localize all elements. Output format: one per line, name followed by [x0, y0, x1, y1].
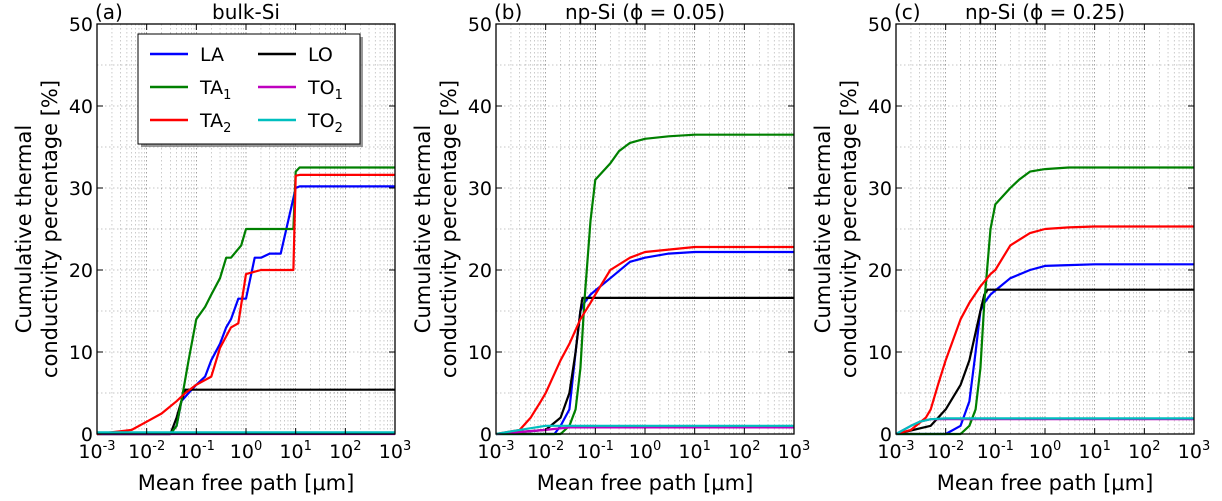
x-tick-label: 101	[678, 439, 710, 463]
legend: LA LO TA1 TO1 TA2 TO2	[137, 33, 363, 147]
y-tick-label: 30	[69, 178, 93, 200]
x-axis-label: Mean free path [μm]	[537, 471, 754, 495]
series-line-to1	[495, 426, 794, 436]
y-tick-label: 20	[868, 260, 892, 282]
series-group	[495, 133, 794, 436]
x-axis-label: Mean free path [μm]	[138, 471, 355, 495]
x-tick-label: 103	[778, 439, 810, 463]
chart-title: np-Si (ϕ = 0.25)	[965, 0, 1125, 24]
legend-label: TA2	[199, 110, 231, 136]
y-axis-label: Cumulative thermalconductivity percentag…	[811, 80, 861, 378]
panel-label: (b)	[494, 0, 522, 24]
x-tick-label: 100	[629, 439, 661, 463]
series-line-ta2	[495, 245, 794, 436]
y-axis-label: Cumulative thermalconductivity percentag…	[411, 80, 461, 378]
x-tick-label: 10-3	[477, 439, 514, 463]
series-line-la	[496, 250, 794, 436]
y-tick-label: 30	[868, 178, 892, 200]
x-axis-label: Mean free path [μm]	[937, 471, 1154, 495]
y-tick-label: 40	[868, 96, 892, 118]
series-line-ta2	[96, 173, 395, 436]
series-line-lo	[495, 296, 794, 436]
y-tick-label: 40	[468, 96, 492, 118]
series-line-ta1	[896, 166, 1194, 436]
x-tick-label: 101	[1078, 439, 1110, 463]
y-axis-label: Cumulative thermalconductivity percentag…	[12, 80, 62, 378]
x-tick-label: 10-1	[977, 439, 1014, 463]
x-tick-label: 102	[1128, 439, 1160, 463]
x-tick-label: 103	[379, 439, 411, 463]
x-tick-label: 100	[1029, 439, 1061, 463]
x-tick-label: 101	[279, 439, 311, 463]
x-tick-label: 10-1	[178, 439, 215, 463]
y-tick-label: 0	[81, 424, 93, 446]
panel-label: (a)	[95, 0, 123, 24]
x-tick-label: 102	[329, 439, 361, 463]
x-tick-label: 102	[728, 439, 760, 463]
series-line-ta1	[496, 133, 794, 436]
series-line-ta2	[895, 225, 1194, 436]
y-tick-label: 50	[69, 14, 93, 36]
x-tick-label: 103	[1178, 439, 1210, 463]
y-tick-label: 10	[468, 342, 492, 364]
x-tick-label: 100	[230, 439, 262, 463]
legend-box	[137, 33, 361, 145]
x-tick-label: 10-3	[877, 439, 914, 463]
x-tick-label: 10-1	[577, 439, 614, 463]
y-tick-label: 50	[468, 14, 492, 36]
x-tick-label: 10-3	[78, 439, 115, 463]
series-line-to2	[495, 424, 794, 436]
legend-label: LA	[200, 44, 224, 66]
y-tick-label: 20	[468, 260, 492, 282]
chart-title: bulk-Si	[212, 0, 280, 24]
legend-label: TO1	[307, 77, 343, 103]
x-tick-label: 10-2	[527, 439, 564, 463]
x-tick-label: 10-2	[927, 439, 964, 463]
y-tick-label: 0	[880, 424, 892, 446]
legend-label: TO2	[307, 110, 343, 136]
chart-panel-3: 0 10 20 30 40 50 10-3 10-2 10-1 100 101 102 103 Mean …	[811, 0, 1210, 495]
x-tick-label: 10-2	[128, 439, 165, 463]
y-tick-label: 30	[468, 178, 492, 200]
y-tick-label: 0	[480, 424, 492, 446]
legend-label: TA1	[199, 77, 231, 103]
chart-title: np-Si (ϕ = 0.05)	[565, 0, 725, 24]
y-tick-label: 40	[69, 96, 93, 118]
series-line-lo	[895, 288, 1194, 436]
series-group	[895, 166, 1194, 436]
series-line-to2	[895, 417, 1194, 435]
y-tick-label: 20	[69, 260, 93, 282]
chart-panel-2: 0 10 20 30 40 50 10-3 10-2 10-1 100 101 102 103 Mean …	[411, 0, 810, 495]
y-tick-label: 10	[69, 342, 93, 364]
y-tick-label: 50	[868, 14, 892, 36]
panel-label: (c)	[894, 0, 921, 24]
grid	[895, 24, 1194, 434]
y-tick-label: 10	[868, 342, 892, 364]
legend-label: LO	[308, 44, 333, 66]
